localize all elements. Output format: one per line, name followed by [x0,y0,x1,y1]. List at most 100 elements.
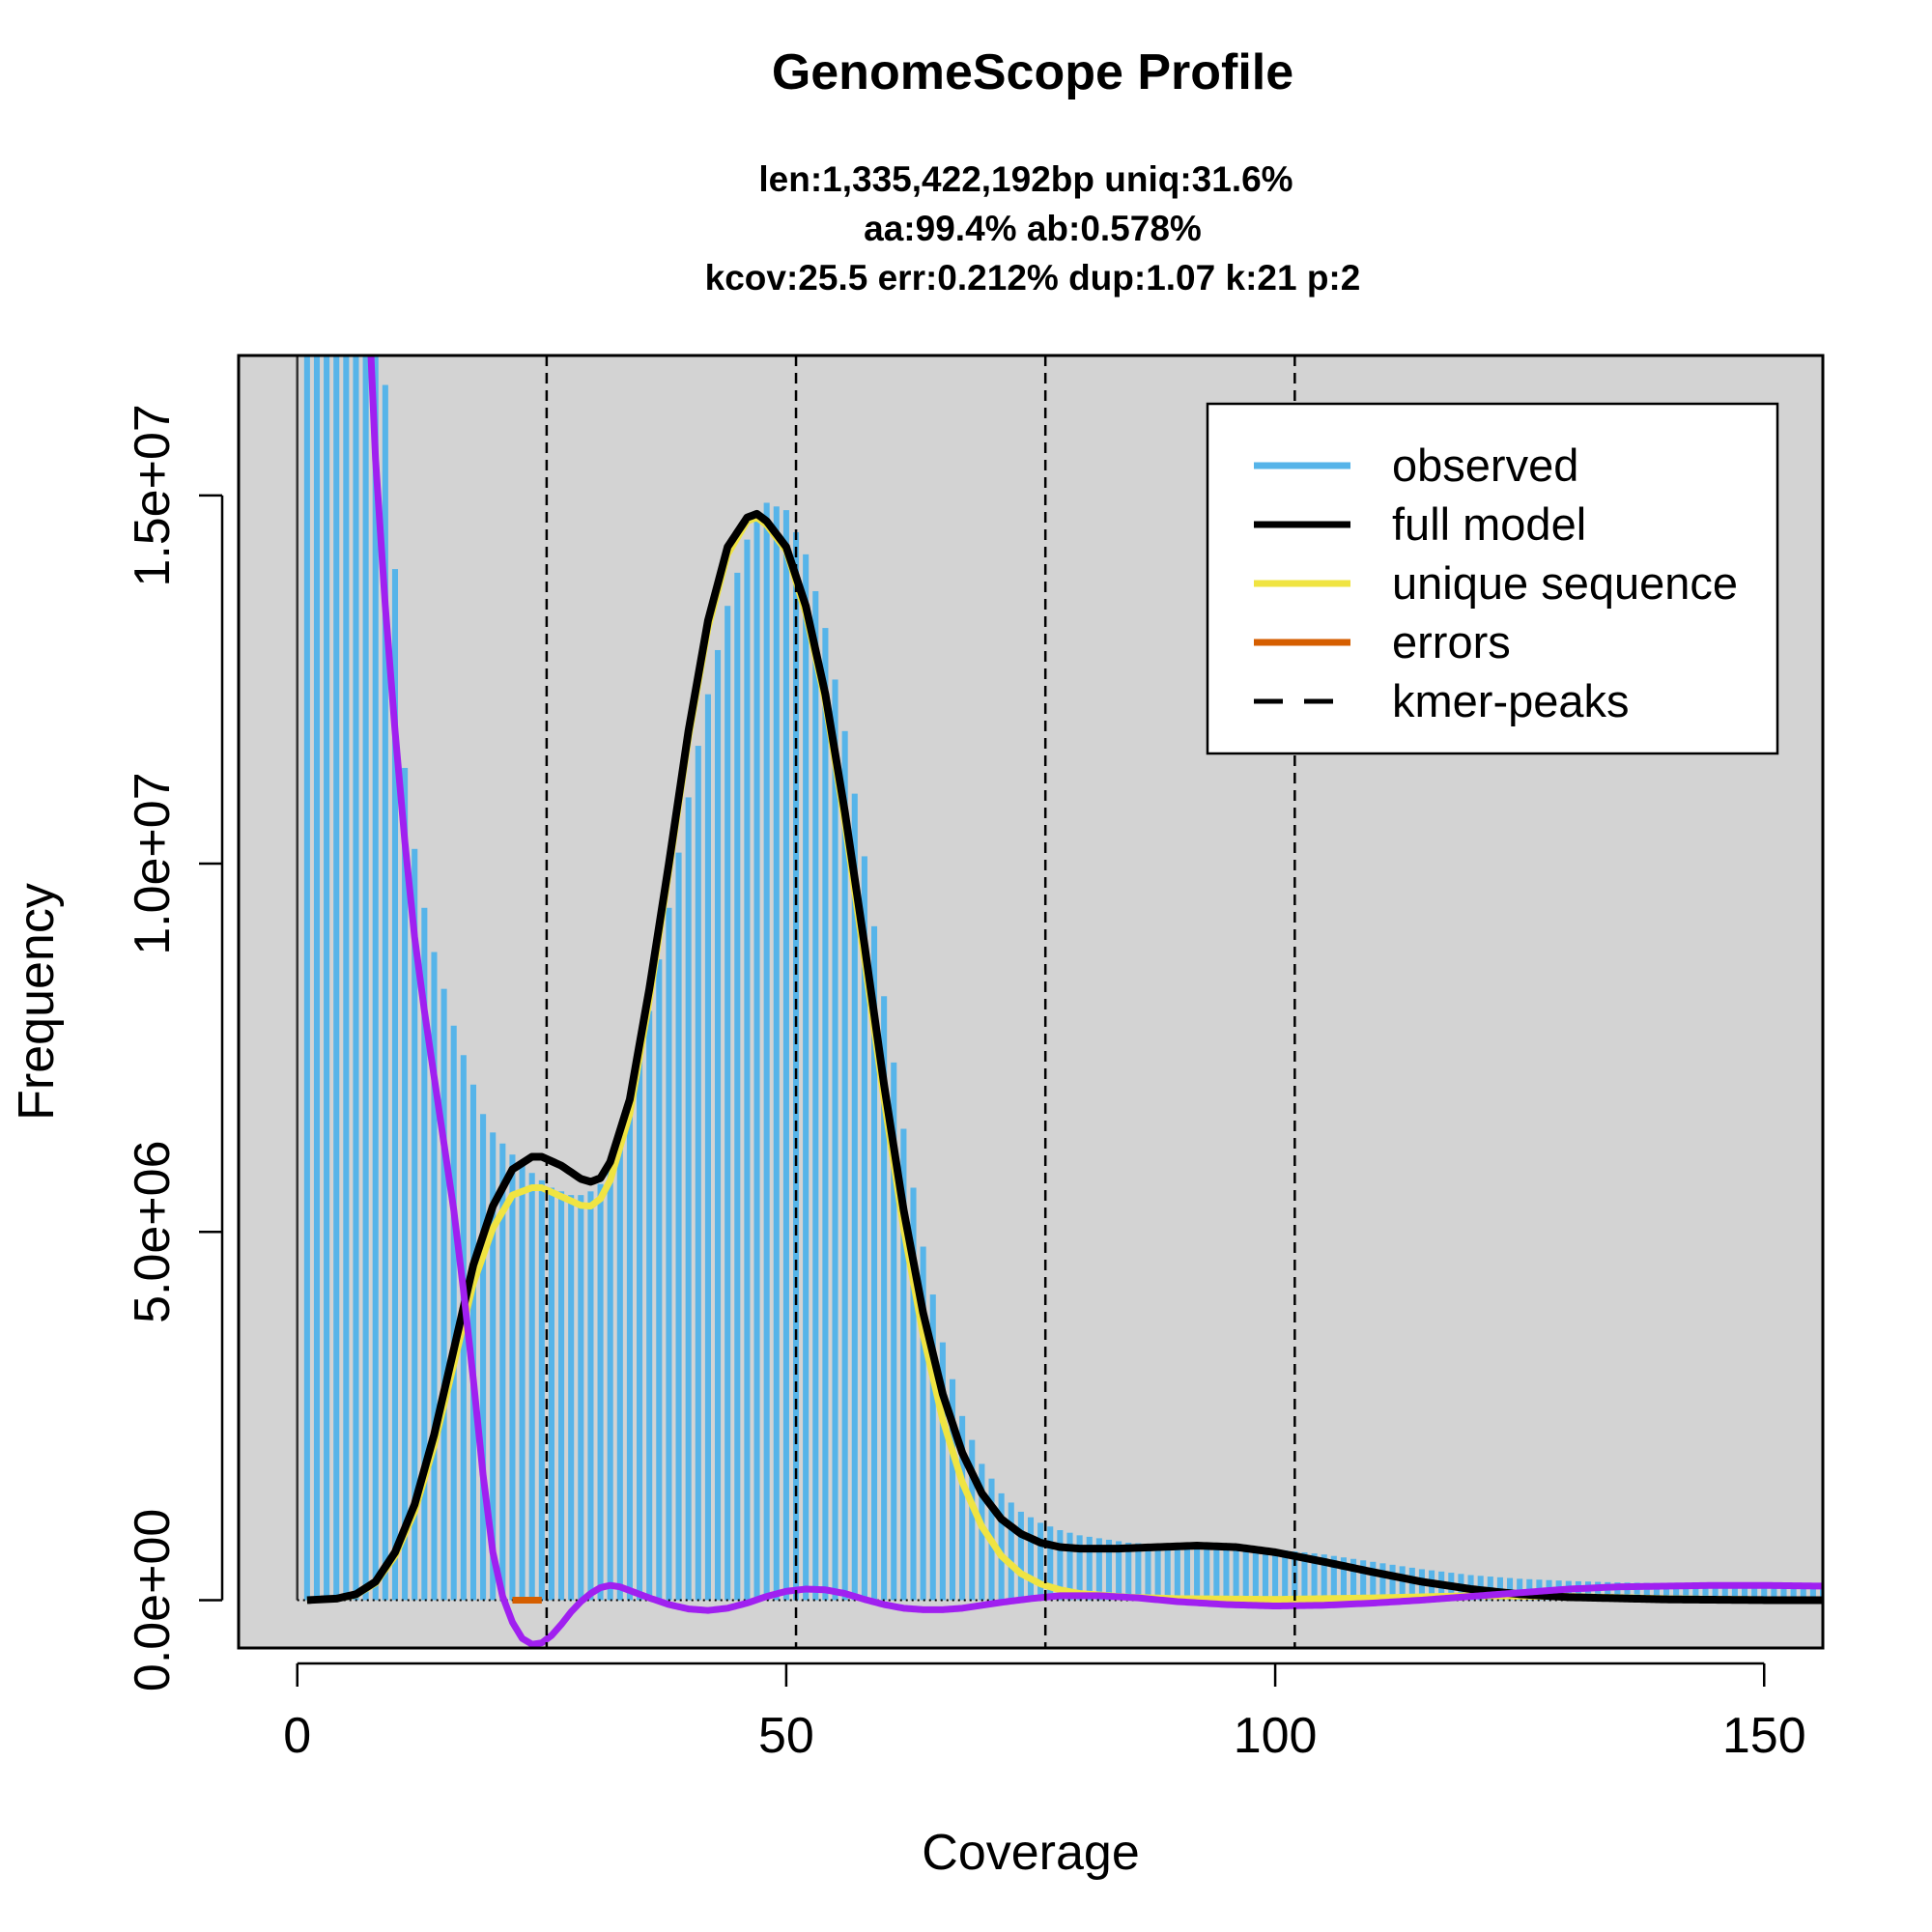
observed-bar [1370,1561,1377,1601]
observed-bar [1262,1548,1268,1601]
observed-bar [929,1294,936,1601]
observed-bar [587,1191,594,1601]
observed-bar [616,1136,623,1601]
observed-bar [382,384,388,1601]
x-axis: 0 50 100 150 [283,1662,1806,1764]
observed-bar [1712,1583,1719,1601]
observed-bar [861,856,867,1601]
observed-bar [1057,1530,1064,1601]
observed-bar [812,590,819,1601]
observed-bar [1086,1536,1093,1601]
observed-bar [490,1132,497,1601]
observed-bar [313,355,321,1601]
observed-bar [900,1128,907,1601]
observed-bar [499,1143,506,1601]
chart-subtitle-line-2: aa:99.4% ab:0.578% [864,209,1202,248]
observed-bar [1105,1539,1113,1601]
observed-bar [450,1025,457,1601]
full-model-line [305,509,1823,1605]
observed-bar [1721,1583,1728,1601]
observed-bar [1653,1582,1660,1601]
observed-bar [841,730,848,1601]
observed-bar [715,649,722,1601]
plot-frame [237,354,1825,1650]
observed-bar [1047,1526,1054,1601]
observed-bar [793,531,800,1601]
observed-bar [333,355,340,1601]
observed-bar [832,679,838,1601]
legend-label: full model [1392,498,1586,550]
observed-bar [1741,1583,1748,1601]
legend-label: kmer-peaks [1392,675,1630,726]
observed-bar [1174,1546,1180,1601]
observed-bar [646,1010,653,1601]
observed-bar [1017,1511,1024,1601]
observed-bar [1692,1583,1699,1601]
x-tick-label: 50 [758,1708,814,1764]
y-tick-label: 5.0e+06 [125,1140,181,1322]
observed-bar [1624,1582,1631,1601]
observed-bar [949,1378,956,1601]
observed-bar [303,355,310,1601]
observed-bar [1233,1548,1239,1601]
observed-bar [753,521,760,1601]
observed-bar [1223,1547,1230,1601]
observed-bar [469,1084,476,1601]
observed-bar [558,1191,565,1601]
observed-bar [538,1179,545,1601]
observed-bar [1330,1555,1337,1601]
observed-bar [1809,1584,1816,1601]
observed-bar [1116,1541,1122,1601]
observed-bar [998,1492,1005,1601]
observed-bar [685,797,692,1601]
observed-bar [1819,1584,1823,1601]
observed-bar [509,1154,516,1601]
model-curves [305,355,1823,1648]
observed-bar [637,1053,643,1601]
observed-bar [881,996,888,1601]
observed-bar [412,848,418,1601]
observed-bar [1252,1548,1259,1601]
observed-bar [519,1165,526,1601]
legend-label: errors [1392,616,1511,668]
observed-bar [675,852,682,1601]
observed-bar [851,793,858,1601]
observed-bar [1662,1582,1670,1601]
observed-bar [1800,1583,1806,1601]
legend-label: observed [1392,440,1578,491]
observed-bar [421,907,428,1601]
observed-bar [548,1187,554,1601]
observed-bar [1154,1544,1161,1601]
observed-bar [1702,1583,1709,1601]
observed-bar [607,1165,613,1601]
chart-title: GenomeScope Profile [772,44,1293,100]
observed-bars [296,355,1823,1602]
observed-bar [1164,1545,1171,1601]
observed-bar [1125,1542,1132,1601]
observed-bar [480,1114,487,1601]
observed-bar [1507,1577,1514,1601]
observed-bar [402,767,409,1601]
observed-bar [1095,1538,1102,1601]
observed-bar [920,1246,926,1601]
observed-bar [1242,1548,1249,1601]
observed-bar [1605,1581,1611,1601]
observed-bar [1771,1583,1777,1601]
observed-bar [353,355,359,1601]
legend-box [1206,402,1779,755]
observed-bar [1643,1582,1650,1601]
observed-bar [1350,1558,1357,1601]
observed-bar [1761,1583,1768,1601]
x-axis-label: Coverage [922,1825,1139,1881]
x-tick-label: 100 [1234,1708,1318,1764]
observed-bar [1379,1563,1386,1601]
observed-bar [656,959,663,1601]
observed-bar [1683,1583,1690,1601]
legend: observed full model unique sequence errors k… [1206,402,1779,755]
observed-bar [440,988,447,1601]
observed-bar [782,510,789,1601]
observed-bar [1076,1535,1083,1601]
chart-subtitle-line-3: kcov:25.5 err:0.212% dup:1.07 k:21 p:2 [705,258,1361,298]
observed-bar [1614,1582,1621,1601]
